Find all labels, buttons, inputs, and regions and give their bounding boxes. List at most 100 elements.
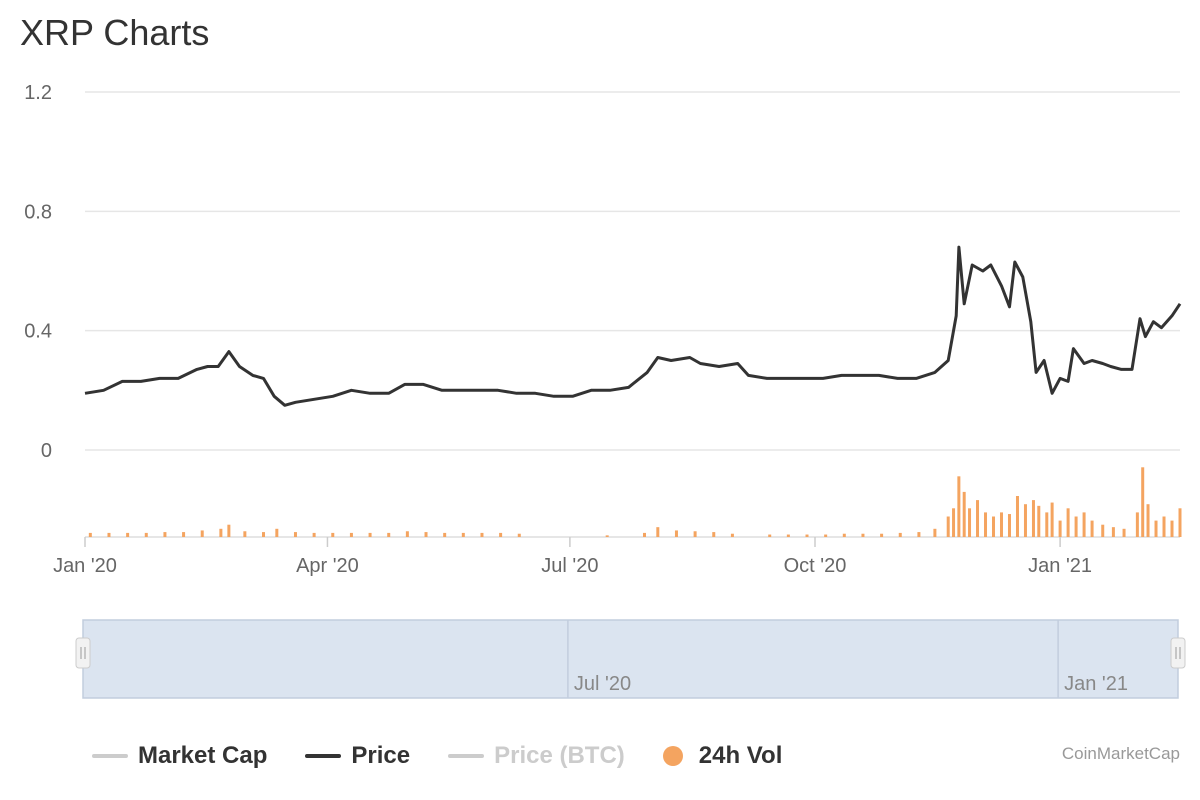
volume-bar — [163, 532, 167, 537]
legend-label: Market Cap — [138, 742, 268, 769]
volume-bar — [275, 528, 279, 537]
y-tick-label: 0.4 — [24, 321, 52, 343]
volume-bar — [480, 532, 484, 537]
volume-bar — [712, 532, 716, 537]
x-tick-label: Apr '20 — [296, 555, 359, 577]
legend-item-price-btc[interactable]: Price (BTC) — [448, 742, 625, 770]
volume-bar — [293, 532, 297, 537]
legend-line-icon — [92, 754, 128, 758]
volume-bar — [368, 532, 372, 537]
legend: Market Cap Price Price (BTC) 24h Vol — [92, 742, 820, 770]
volume-bar — [461, 532, 465, 537]
volume-bar — [1170, 520, 1174, 537]
volume-bar — [107, 532, 111, 537]
volume-bar — [200, 530, 204, 537]
volume-bar — [126, 532, 130, 537]
volume-bar — [1023, 504, 1027, 537]
volume-bar — [933, 528, 937, 537]
volume-bar — [976, 500, 980, 537]
volume-bar — [824, 534, 828, 537]
navigator-handle-left[interactable] — [75, 637, 91, 669]
gridlines — [85, 91, 1180, 451]
price-line[interactable] — [84, 245, 1182, 407]
legend-item-24h-vol[interactable]: 24h Vol — [662, 742, 782, 770]
volume-bar — [917, 532, 921, 537]
volume-bar — [898, 532, 902, 537]
volume-bar — [957, 476, 961, 537]
navigator-handle-right[interactable] — [1170, 637, 1186, 669]
volume-bar — [1101, 524, 1105, 537]
volume-bar — [1162, 516, 1166, 537]
legend-item-market-cap[interactable]: Market Cap — [92, 742, 267, 770]
volume-bar — [262, 532, 266, 537]
volume-series[interactable] — [85, 467, 1182, 538]
legend-line-icon — [448, 754, 485, 758]
volume-bar — [674, 530, 678, 537]
volume-bar — [1154, 520, 1158, 537]
volume-bar — [1007, 514, 1011, 537]
y-tick-label: 0.8 — [24, 201, 52, 223]
volume-bar — [1146, 504, 1150, 537]
volume-bar — [984, 512, 988, 537]
volume-bar — [693, 531, 697, 537]
volume-bar — [182, 532, 186, 537]
x-tick-label: Jan '20 — [53, 555, 117, 577]
volume-bar — [642, 532, 646, 537]
volume-bar — [880, 533, 884, 537]
x-tick-label: Jul '20 — [541, 555, 598, 577]
x-tick-label: Oct '20 — [784, 555, 847, 577]
volume-bar — [1141, 467, 1145, 537]
legend-label: Price (BTC) — [494, 742, 625, 769]
volume-bar — [952, 508, 956, 537]
volume-bar — [946, 516, 950, 537]
x-tick-label: Jan '21 — [1028, 555, 1092, 577]
volume-bar — [443, 532, 447, 537]
credits-link[interactable]: CoinMarketCap — [1061, 744, 1180, 763]
y-tick-label: 1.2 — [24, 82, 52, 104]
volume-bar — [1058, 520, 1062, 537]
volume-bar — [405, 531, 409, 537]
navigator-label: Jan '21 — [1064, 673, 1128, 695]
volume-bar — [499, 532, 503, 537]
legend-label: Price — [351, 742, 411, 769]
volume-bar — [227, 524, 231, 537]
volume-bar — [1074, 516, 1078, 537]
volume-bar — [1066, 508, 1070, 537]
chart-title: XRP Charts — [20, 12, 210, 53]
volume-bar — [605, 535, 609, 537]
volume-bar — [243, 531, 247, 537]
navigator-label: Jul '20 — [574, 673, 631, 695]
volume-bar — [805, 534, 809, 537]
volume-bar — [312, 532, 316, 537]
price-series[interactable] — [84, 245, 1182, 407]
navigator[interactable]: Jul '20 Jan '21 — [75, 619, 1186, 699]
volume-bar — [842, 533, 846, 537]
navigator-range[interactable] — [82, 619, 1179, 699]
volume-bar — [424, 532, 428, 537]
volume-bar — [349, 532, 353, 537]
volume-bar — [992, 516, 996, 537]
volume-bar — [1111, 527, 1115, 537]
volume-bar — [656, 527, 660, 537]
volume-bar — [1122, 528, 1126, 537]
volume-bar — [331, 532, 335, 537]
volume-bar — [1135, 512, 1139, 537]
volume-bar — [1090, 520, 1094, 537]
volume-bar — [768, 534, 772, 537]
volume-bar — [517, 533, 521, 537]
volume-bar — [962, 491, 966, 537]
volume-bar — [730, 533, 734, 537]
volume-bar — [1045, 512, 1049, 537]
volume-bar — [144, 532, 148, 537]
legend-dot-icon — [662, 746, 683, 766]
legend-item-price[interactable]: Price — [305, 742, 410, 770]
volume-bar — [387, 532, 391, 537]
legend-line-icon — [305, 754, 342, 758]
x-axis: Jan '20 Apr '20 Jul '20 Oct '20 Jan '21 — [53, 537, 1092, 577]
volume-bar — [861, 533, 865, 537]
volume-bar — [1050, 502, 1054, 537]
volume-bar — [999, 512, 1003, 537]
y-tick-label: 0 — [41, 440, 52, 462]
volume-bar — [219, 528, 223, 537]
